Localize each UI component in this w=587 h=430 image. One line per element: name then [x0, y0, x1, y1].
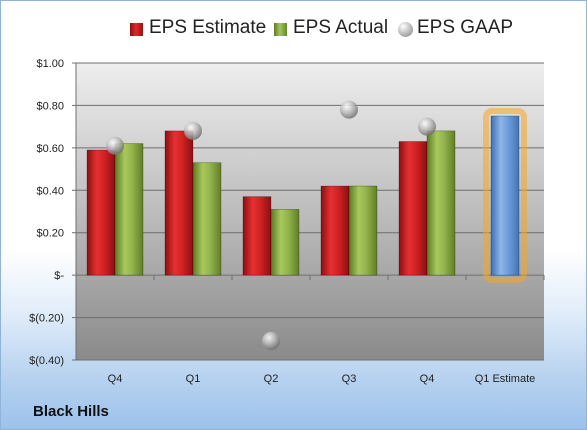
bar-eps-estimate [86, 149, 116, 276]
legend: EPS Estimate EPS Actual EPS GAAP [1, 15, 586, 45]
x-tick-label: Q1 [186, 373, 201, 385]
marker-eps-gaap [106, 136, 124, 155]
y-tick-label: $(0.40) [29, 355, 64, 367]
marker-eps-gaap [262, 331, 280, 350]
x-tick-label: Q1 Estimate [475, 373, 536, 385]
y-tick-label: $1.00 [36, 58, 64, 70]
marker-eps-gaap [418, 117, 436, 136]
legend-label-gaap: EPS GAAP [417, 17, 514, 38]
legend-label-estimate: EPS Estimate [149, 17, 267, 38]
bar-eps-actual [192, 162, 222, 276]
legend-swatch-actual [274, 23, 287, 36]
legend-swatch-gaap [398, 22, 413, 37]
x-tick-label: Q4 [420, 373, 435, 385]
y-tick-label: $- [54, 270, 64, 282]
bar-eps-estimate [164, 130, 194, 276]
bar-q1-estimate [490, 115, 520, 276]
legend-swatch-estimate [130, 23, 143, 36]
legend-label-actual: EPS Actual [293, 17, 389, 38]
marker-eps-gaap [184, 121, 202, 140]
bar-eps-estimate [242, 196, 272, 276]
bar-eps-actual [114, 143, 144, 276]
bar-eps-actual [348, 185, 378, 276]
x-tick-label: Q3 [342, 373, 357, 385]
y-tick-label: $(0.20) [29, 313, 64, 325]
bar-eps-actual [426, 130, 456, 276]
bar-eps-actual [270, 209, 300, 276]
marker-eps-gaap [340, 100, 358, 119]
bar-eps-estimate [320, 185, 350, 276]
chart-title: Black Hills [33, 403, 109, 420]
y-tick-label: $0.40 [36, 185, 64, 197]
x-tick-label: Q4 [108, 373, 123, 385]
bar-eps-estimate [398, 141, 428, 276]
forecast-glow [483, 108, 527, 284]
x-tick-label: Q2 [264, 373, 279, 385]
plot-background [76, 63, 544, 360]
y-tick-label: $0.60 [36, 143, 64, 155]
y-tick-label: $0.80 [36, 100, 64, 112]
y-tick-label: $0.20 [36, 228, 64, 240]
